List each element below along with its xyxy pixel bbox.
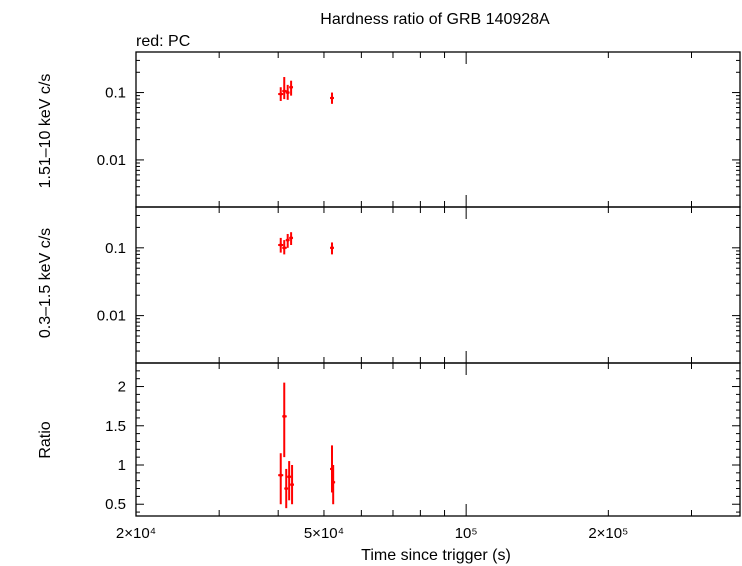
y-axis-label-soft: 0.3–1.5 keV c/s xyxy=(37,228,54,338)
y-tick-label: 0.1 xyxy=(105,240,126,257)
legend-text: red: PC xyxy=(136,33,190,50)
y-axis-label-hard: 1.51–10 keV c/s xyxy=(37,74,54,189)
data-point xyxy=(286,238,290,242)
x-tick-label: 5×10⁴ xyxy=(304,525,344,542)
data-point xyxy=(289,236,293,240)
x-tick-label: 10⁵ xyxy=(455,525,478,542)
data-point xyxy=(330,96,334,100)
data-point xyxy=(279,92,283,96)
data-point xyxy=(331,480,335,484)
data-point xyxy=(330,246,334,250)
data-point xyxy=(287,475,291,479)
y-axis-label-ratio: Ratio xyxy=(37,421,54,458)
data-point xyxy=(282,89,286,93)
panel-frame xyxy=(135,362,741,517)
panels-group: 0.1 0.01 0.1 0.01 2 1.5 1 0.5 2×10⁴ 5×10⁴ 10⁵ 2×10⁵ xyxy=(97,51,741,542)
data-point xyxy=(284,486,288,491)
x-tick-label: 2×10⁴ xyxy=(116,525,156,542)
data-point xyxy=(279,243,283,247)
y-tick-label: 0.01 xyxy=(97,308,126,325)
x-tick-label: 2×10⁵ xyxy=(588,525,628,542)
y-tick-label: 0.01 xyxy=(97,152,126,169)
y-tick-label: 0.5 xyxy=(105,496,126,513)
y-tick-label: 0.1 xyxy=(105,85,126,102)
y-tick-label: 2 xyxy=(118,379,126,396)
data-point xyxy=(282,414,286,418)
data-point xyxy=(282,246,286,250)
x-axis-label: Time since trigger (s) xyxy=(361,547,511,564)
data-point xyxy=(279,473,283,477)
chart-title: Hardness ratio of GRB 140928A xyxy=(320,11,550,28)
data-point xyxy=(286,90,290,95)
panel-frame xyxy=(135,206,741,364)
data-point xyxy=(290,483,294,487)
y-tick-label: 1 xyxy=(118,457,126,474)
y-tick-label: 1.5 xyxy=(105,418,126,435)
panel-frame xyxy=(135,51,741,208)
data-point xyxy=(289,85,293,89)
